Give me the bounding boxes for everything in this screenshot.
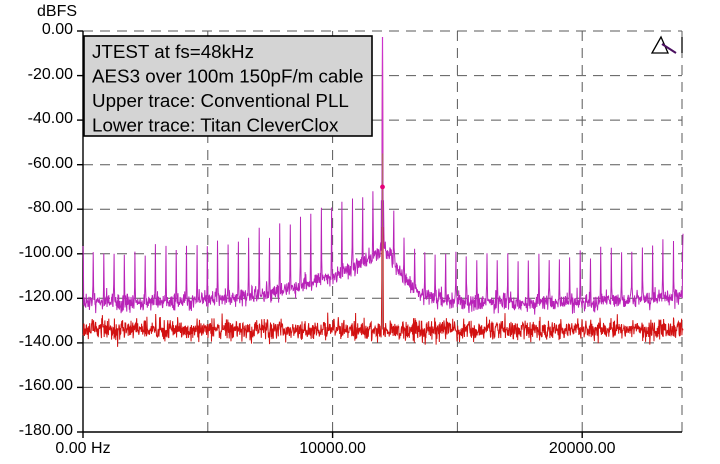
svg-text:AES3 over 100m 150pF/m cable: AES3 over 100m 150pF/m cable (92, 66, 363, 87)
svg-text:Upper trace: Conventional PLL: Upper trace: Conventional PLL (92, 90, 349, 111)
svg-text:JTEST at fs=48kHz: JTEST at fs=48kHz (92, 41, 254, 62)
svg-text:Lower trace: Titan CleverClox: Lower trace: Titan CleverClox (92, 115, 339, 136)
